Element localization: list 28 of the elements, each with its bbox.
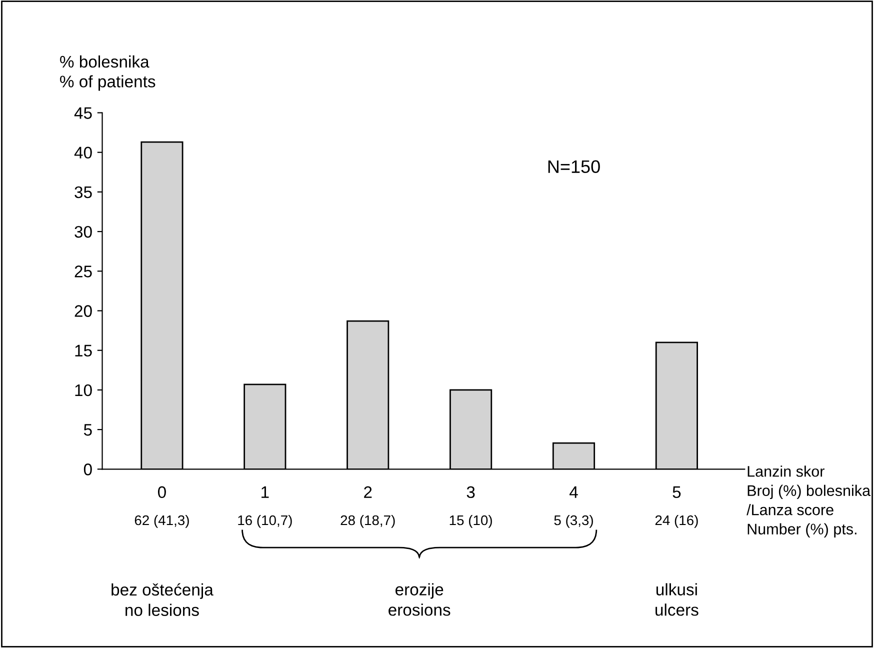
- x-tick-label: 1: [262, 486, 269, 498]
- x-axis-title: Lanzin skor Broj (%) bolesnika /Lanza score Number (%) pts.: [746, 466, 871, 538]
- data-label: 16 (10,7): [238, 514, 292, 528]
- y-tick-label: 25: [74, 266, 92, 278]
- data-label: 24 (16): [655, 514, 698, 528]
- text: bez oštećenja no lesions: [112, 583, 214, 616]
- data-label: 62 (41,3): [134, 514, 189, 528]
- annotation: N=150: [548, 160, 600, 174]
- y-tick-label: 15: [75, 344, 92, 357]
- x-tick-label: 4: [570, 486, 578, 498]
- y-axis-title: % bolesnika % of patients: [60, 55, 156, 91]
- data-label: 28 (18,7): [340, 514, 395, 528]
- y-tick-label: 40: [74, 146, 92, 159]
- y-tick-label: 10: [75, 384, 92, 396]
- y-tick-label: 35: [74, 186, 92, 198]
- data-label: 15 (10): [450, 514, 492, 528]
- x-tick-label: 2: [364, 486, 372, 498]
- x-tick-label: 3: [466, 486, 475, 498]
- x-tick-label: 5: [672, 486, 681, 498]
- data-label: 5 (3,3): [554, 514, 593, 528]
- x-tick-label: 0: [158, 486, 166, 498]
- text: ulkusi ulcers: [656, 583, 698, 616]
- y-tick-label: 5: [84, 424, 92, 436]
- y-tick-label: 30: [74, 226, 92, 238]
- y-tick-label: 45: [74, 107, 92, 119]
- y-tick-label: 20: [74, 305, 92, 317]
- y-tick-label: 0: [84, 464, 92, 476]
- text: erozije erosions: [388, 583, 450, 616]
